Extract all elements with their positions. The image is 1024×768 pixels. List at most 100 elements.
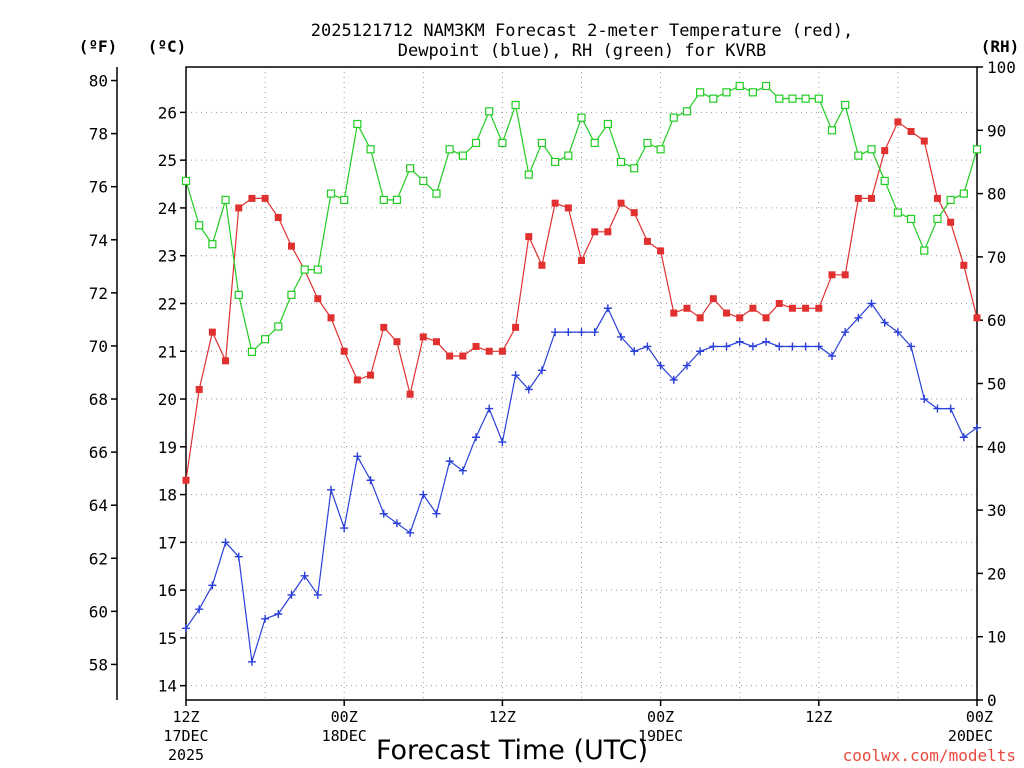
temperature-point (446, 352, 454, 360)
temperature-point (432, 338, 440, 346)
temperature-point (314, 295, 322, 303)
temperature-point (195, 385, 203, 393)
x-axis-title: Forecast Time (UTC) (376, 735, 648, 766)
rh-point (841, 100, 850, 110)
dewpoint-point (445, 457, 454, 466)
dewpoint-point (247, 657, 256, 666)
temperature-point (788, 304, 796, 312)
rh-point (471, 138, 481, 148)
dewpoint-point (801, 342, 810, 351)
celsius-tick-label: 21 (158, 342, 177, 361)
series-temperature (182, 118, 981, 484)
temperature-point (815, 304, 823, 312)
dewpoint-point (524, 385, 533, 394)
fahrenheit-tick-label: 66 (89, 443, 108, 462)
rh-point (498, 138, 507, 148)
temperature-point (406, 390, 414, 398)
rh-point (577, 113, 586, 122)
temperature-point (868, 194, 876, 202)
temperature-point (683, 304, 691, 312)
dewpoint-point (788, 342, 797, 351)
rh-tick-label: 90 (987, 121, 1006, 140)
temperature-point (459, 352, 467, 360)
x-tick-label: 18DEC (322, 727, 367, 745)
rh-tick-label: 40 (987, 438, 1006, 457)
dewpoint-point (419, 490, 428, 499)
dewpoint-point (551, 328, 560, 337)
rh-point (300, 265, 309, 274)
dewpoint-point (841, 328, 850, 337)
unit-label-fahrenheit: (ºF) (79, 37, 118, 56)
grid-lines (186, 67, 977, 700)
rh-point (485, 107, 494, 116)
temperature-point (973, 314, 981, 322)
fahrenheit-tick-label: 76 (89, 178, 108, 197)
chart-title-line-1: 2025121712 NAM3KM Forecast 2-meter Tempe… (311, 21, 853, 41)
dewpoint-point (182, 624, 190, 633)
rh-tick-label: 0 (987, 691, 997, 710)
dewpoint-point (722, 342, 731, 351)
x-tick-label: 2025 (168, 746, 204, 764)
temperature-point (591, 228, 599, 236)
temperature-point (380, 323, 388, 331)
rh-point (313, 265, 322, 274)
series-layer (181, 81, 982, 666)
temperature-point (208, 328, 216, 336)
temperature-point (419, 333, 427, 341)
rh-point (603, 119, 612, 129)
dewpoint-point (854, 313, 863, 322)
temperature-point (287, 242, 295, 250)
rh-point (590, 138, 599, 148)
dewpoint-point (880, 318, 889, 327)
temperature-point (736, 314, 744, 322)
rh-point (616, 157, 626, 167)
axis-labels: 14 15 16 17 18 19 20 21 22 23 24 25 26 58 60 62 64 66 68 70… (89, 58, 1016, 764)
dewpoint-point (313, 590, 322, 599)
rh-point (722, 88, 731, 97)
dewpoint-point (537, 366, 546, 375)
dewpoint-point (208, 581, 217, 590)
series-line (185, 85, 978, 353)
credit-text: coolwx.com/modelts (843, 746, 1016, 765)
rh-point (432, 189, 441, 198)
dewpoint-point (564, 328, 573, 337)
rh-point (656, 145, 665, 154)
fahrenheit-tick-label: 70 (89, 337, 108, 356)
dewpoint-point (366, 476, 375, 485)
dewpoint-point (973, 423, 981, 432)
temperature-point (235, 204, 243, 212)
x-tick-label: 00Z (647, 708, 674, 726)
rh-point (234, 290, 243, 299)
dewpoint-point (577, 328, 586, 337)
rh-point (551, 157, 560, 167)
fahrenheit-tick-label: 78 (89, 125, 108, 144)
dewpoint-point (327, 485, 336, 494)
rh-point (827, 126, 837, 135)
dewpoint-point (379, 509, 388, 518)
celsius-tick-label: 20 (158, 390, 177, 409)
temperature-point (578, 256, 585, 264)
temperature-point (828, 271, 836, 279)
dewpoint-point (221, 538, 230, 547)
dewpoint-point (682, 361, 691, 370)
dewpoint-point (946, 404, 955, 413)
dewpoint-point (195, 605, 204, 614)
rh-point (854, 151, 863, 160)
dewpoint-point (748, 342, 757, 351)
chart-title-line-2: Dewpoint (blue), RH (green) for KVRB (398, 41, 766, 61)
rh-point (946, 195, 955, 205)
rh-point (340, 195, 349, 205)
unit-label-rh: (RH) (981, 37, 1020, 56)
temperature-point (749, 304, 757, 312)
dewpoint-point (814, 342, 823, 351)
temperature-point (393, 338, 401, 346)
rh-tick-label: 30 (987, 501, 1006, 520)
dewpoint-point (630, 347, 639, 356)
temperature-point (538, 261, 546, 269)
temperature-point (340, 347, 348, 355)
rh-tick-label: 10 (987, 628, 1006, 647)
rh-point (920, 246, 929, 255)
dewpoint-point (762, 337, 771, 346)
rh-point (353, 119, 362, 129)
x-tick-label: 17DEC (163, 727, 208, 745)
